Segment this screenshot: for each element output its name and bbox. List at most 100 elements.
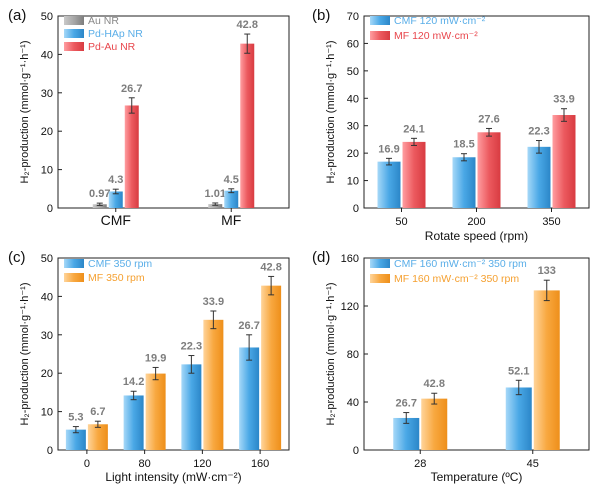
x-tick-label: 80 [139, 458, 151, 470]
y-tick-label: 10 [347, 176, 359, 188]
bar [181, 364, 202, 450]
data-label: 22.3 [528, 126, 549, 138]
legend-swatch [370, 259, 390, 268]
bar [402, 141, 426, 208]
data-label: 42.8 [424, 378, 445, 390]
x-tick-label: 120 [193, 458, 211, 470]
x-tick-label: 0 [84, 458, 90, 470]
legend-entry: MF 160 mW·cm⁻² 350 rpm [394, 273, 519, 285]
bar [123, 395, 144, 450]
data-label: 1.01 [205, 188, 226, 200]
legend-entry: Pd-Au NR [88, 41, 136, 53]
bar [477, 132, 501, 208]
y-tick-label: 160 [341, 253, 359, 265]
data-label: 24.1 [403, 123, 424, 135]
y-tick-label: 40 [347, 397, 359, 409]
y-tick-label: 0 [47, 203, 53, 215]
bar [87, 424, 108, 450]
legend-swatch [370, 31, 390, 40]
x-axis-label: Rotate speed (rpm) [425, 229, 528, 243]
legend-swatch [64, 42, 84, 51]
bar [240, 43, 255, 209]
y-tick-label: 50 [41, 253, 53, 265]
data-label: 19.9 [145, 352, 166, 364]
data-label: 14.2 [123, 376, 144, 388]
legend-entry: CMF 350 rpm [88, 258, 152, 270]
plot-frame [57, 15, 290, 209]
legend-swatch [64, 29, 84, 38]
y-tick-label: 60 [347, 38, 359, 50]
panel-label: (d) [312, 249, 330, 266]
bar [124, 105, 139, 208]
y-axis-label: H₂-production (mmol·g⁻¹·h⁻¹) [325, 40, 337, 183]
legend-entry: CMF 160 mW·cm⁻² 350 rpm [394, 258, 527, 270]
data-label: 16.9 [378, 143, 399, 155]
y-tick-label: 50 [347, 66, 359, 78]
legend-entry: MF 350 rpm [88, 272, 145, 284]
bar [203, 319, 224, 450]
y-tick-label: 10 [41, 165, 53, 177]
bar [533, 290, 560, 450]
bar [108, 191, 123, 208]
y-tick-label: 0 [353, 203, 359, 215]
bar [239, 347, 260, 450]
bar [527, 146, 551, 208]
bar [377, 161, 401, 208]
y-tick-label: 20 [347, 148, 359, 160]
x-tick-label: 28 [414, 458, 426, 470]
legend-entry: MF 120 mW·cm⁻² [394, 30, 478, 42]
chart-panel-a: (a) 0 10 20 30 40 50 H₂-production (mmol·g⁻¹·h⁻… [8, 7, 290, 228]
data-label: 26.7 [238, 320, 259, 332]
bar [208, 204, 223, 208]
plot-frame [57, 257, 290, 451]
legend-entry: Pd-HAp NR [88, 28, 143, 40]
data-label: 42.8 [237, 19, 258, 31]
x-tick-label: MF [221, 212, 241, 228]
chart-panel-c: (c) 0 10 20 30 40 50 H₂-production (mmol·g⁻¹·h⁻… [8, 249, 290, 484]
x-axis-label: Light intensity (mW·cm⁻²) [105, 470, 241, 484]
data-label: 133 [538, 265, 556, 277]
y-tick-label: 30 [41, 330, 53, 342]
panel-label: (b) [312, 7, 330, 24]
y-tick-label: 50 [41, 11, 53, 23]
y-tick-label: 70 [347, 11, 359, 23]
data-label: 0.97 [89, 188, 110, 200]
bar [224, 190, 239, 208]
x-tick-label: 200 [467, 216, 485, 228]
data-label: 4.3 [108, 174, 123, 186]
bar [65, 429, 86, 450]
panel-label: (c) [8, 249, 26, 266]
data-label: 42.8 [260, 261, 281, 273]
y-tick-label: 40 [347, 93, 359, 105]
bar [145, 373, 166, 450]
x-tick-label: 45 [527, 458, 539, 470]
y-tick-label: 0 [47, 445, 53, 457]
data-label: 27.6 [478, 113, 499, 125]
data-label: 26.7 [396, 398, 417, 410]
data-label: 33.9 [553, 94, 574, 106]
y-axis-label: H₂-production (mmol·g⁻¹·h⁻¹) [325, 282, 337, 425]
panel-label: (a) [8, 7, 26, 24]
legend-swatch [64, 273, 84, 282]
x-tick-label: 160 [251, 458, 269, 470]
x-tick-label: CMF [101, 212, 131, 228]
chart-panel-b: (b) 0 10 20 30 40 50 60 70 H₂-production (mmol·g⁻… [312, 7, 590, 243]
y-tick-label: 120 [341, 301, 359, 313]
data-label: 33.9 [203, 296, 224, 308]
y-axis-label: H₂-production (mmol·g⁻¹·h⁻¹) [19, 40, 31, 183]
legend-swatch [370, 274, 390, 283]
y-tick-label: 0 [353, 445, 359, 457]
chart-panel-d: (d) 0 40 80 120 160 H₂-production (mmol·g⁻¹·h⁻… [312, 249, 590, 484]
data-label: 22.3 [181, 341, 202, 353]
y-tick-label: 40 [41, 49, 53, 61]
bar [92, 204, 107, 208]
y-tick-label: 40 [41, 291, 53, 303]
legend-swatch [370, 16, 390, 25]
x-tick-label: 350 [542, 216, 560, 228]
bar [261, 285, 282, 450]
y-axis-label: H₂-production (mmol·g⁻¹·h⁻¹) [19, 282, 31, 425]
y-tick-label: 30 [41, 88, 53, 100]
data-label: 18.5 [453, 139, 474, 151]
data-label: 6.7 [90, 406, 105, 418]
